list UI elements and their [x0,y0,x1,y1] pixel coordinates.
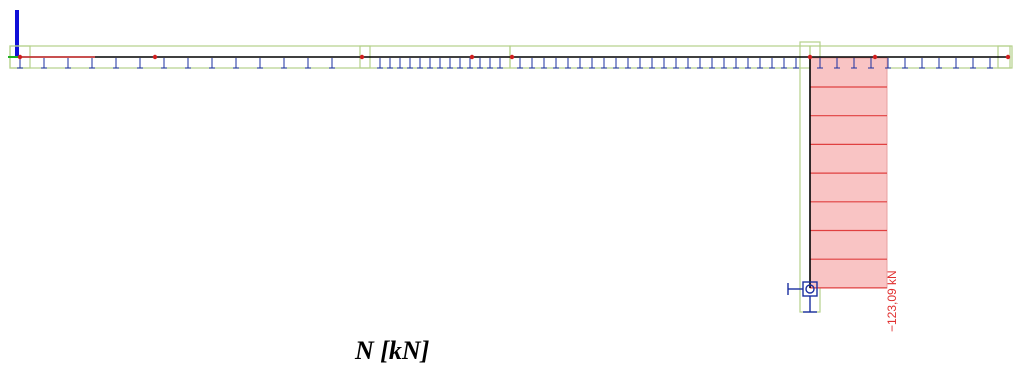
beam-node [1005,54,1011,60]
base-support-hinge [805,284,815,294]
normal-force-value-label: −123,09 kN [885,270,899,332]
column-base-support [787,281,818,313]
diagram-caption: N [kN] [355,336,430,365]
beam-node [152,54,158,60]
beam-node [17,54,23,60]
normal-force-hatching [810,86,887,289]
beam-nodes [17,54,1011,60]
beam-node [469,54,475,60]
beam-node [509,54,515,60]
beam-node [359,54,365,60]
beam-node [807,54,813,60]
beam-node [872,54,878,60]
beam-supports [17,58,993,69]
